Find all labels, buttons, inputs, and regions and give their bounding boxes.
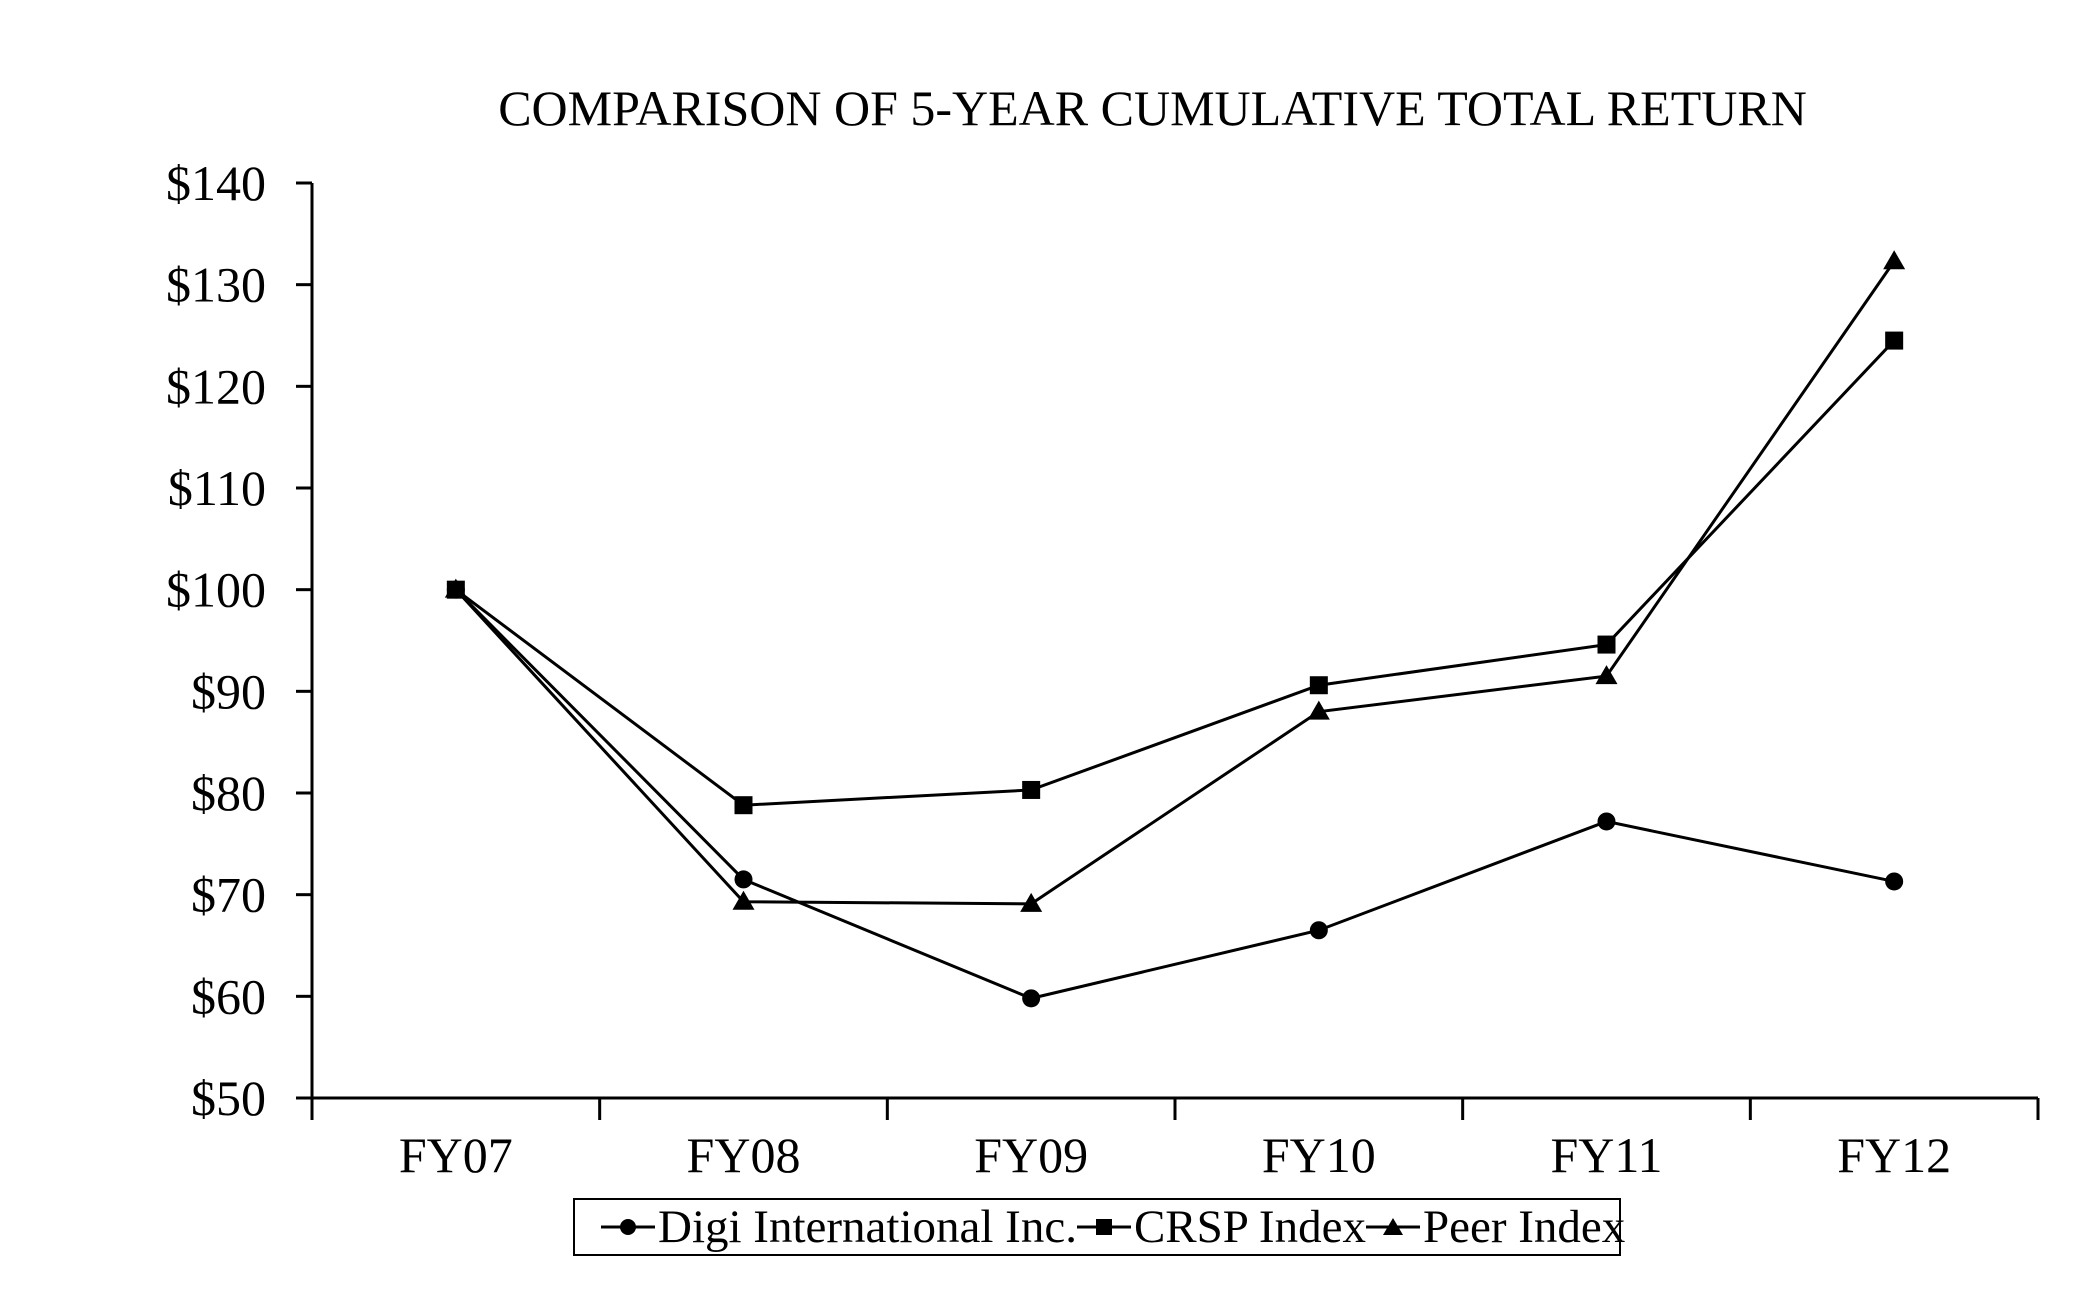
legend-entry-peer-index: Peer Index bbox=[1365, 1200, 1626, 1253]
legend-label: CRSP Index bbox=[1133, 1200, 1366, 1253]
legend-entry-digi-international-inc: Digi International Inc. bbox=[601, 1200, 1077, 1253]
x-tick-label: FY08 bbox=[687, 1127, 801, 1183]
data-point-digi-international-inc bbox=[734, 870, 753, 889]
data-point-digi-international-inc bbox=[1885, 872, 1904, 891]
data-point-crsp-index bbox=[1309, 676, 1328, 695]
legend-triangle-marker-icon bbox=[1365, 1218, 1420, 1235]
y-tick-label: $80 bbox=[191, 765, 266, 821]
y-tick-label: $140 bbox=[166, 155, 266, 211]
chart-title: COMPARISON OF 5-YEAR CUMULATIVE TOTAL RE… bbox=[498, 80, 1807, 136]
y-tick-label: $130 bbox=[166, 257, 266, 313]
series-line-crsp-index bbox=[454, 339, 1896, 807]
data-point-peer-index bbox=[1307, 700, 1330, 720]
x-tick-label: FY07 bbox=[399, 1127, 513, 1183]
x-tick-label: FY09 bbox=[974, 1127, 1088, 1183]
data-point-digi-international-inc bbox=[1309, 921, 1328, 940]
legend-square-marker-icon bbox=[1076, 1219, 1131, 1235]
data-point-crsp-index bbox=[1022, 780, 1041, 799]
series-line-digi-international-inc bbox=[454, 588, 1895, 1000]
y-tick-label: $50 bbox=[191, 1070, 266, 1126]
legend-label: Digi International Inc. bbox=[658, 1200, 1077, 1253]
legend: Digi International Inc. CRSP Index Peer … bbox=[573, 1198, 1625, 1256]
legend-entry-crsp-index: CRSP Index bbox=[1076, 1200, 1366, 1253]
y-tick-label: $70 bbox=[191, 867, 266, 923]
legend-circle-marker-icon bbox=[601, 1219, 655, 1235]
data-point-peer-index bbox=[732, 890, 755, 910]
data-point-crsp-index bbox=[1597, 635, 1616, 654]
data-point-peer-index bbox=[1020, 892, 1043, 912]
data-point-digi-international-inc bbox=[1022, 989, 1041, 1008]
y-tick-label: $110 bbox=[168, 460, 266, 516]
data-point-peer-index bbox=[444, 578, 467, 598]
data-point-crsp-index bbox=[734, 796, 753, 815]
y-tick-label: $100 bbox=[166, 562, 266, 618]
y-tick-label: $90 bbox=[191, 663, 266, 719]
y-tick-label: $60 bbox=[191, 968, 266, 1024]
data-point-crsp-index bbox=[1885, 331, 1904, 350]
legend-label: Peer Index bbox=[1422, 1200, 1626, 1253]
data-point-digi-international-inc bbox=[1597, 812, 1616, 831]
data-point-peer-index bbox=[1595, 665, 1618, 685]
x-tick-label: FY10 bbox=[1262, 1127, 1376, 1183]
x-tick-label: FY11 bbox=[1550, 1127, 1662, 1183]
series-line-peer-index bbox=[454, 260, 1896, 906]
y-tick-label: $120 bbox=[166, 358, 266, 414]
data-point-peer-index bbox=[1883, 250, 1906, 270]
x-tick-label: FY12 bbox=[1837, 1127, 1951, 1183]
